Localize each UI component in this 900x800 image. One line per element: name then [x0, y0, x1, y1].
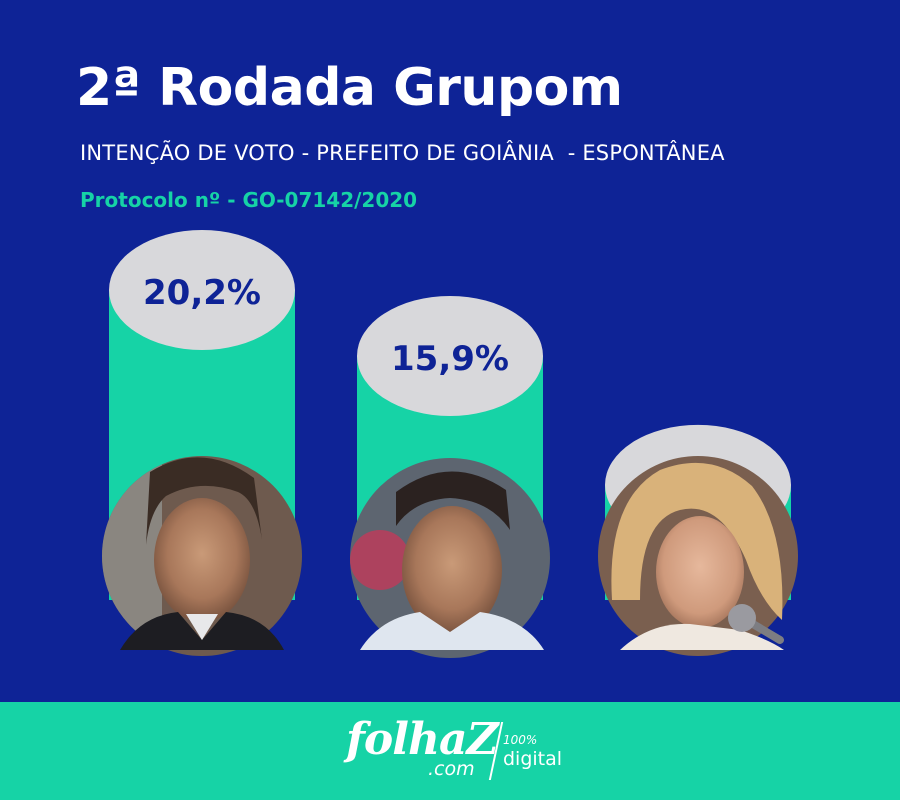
- value-label-1: 20,2%: [143, 273, 261, 313]
- candidate-photo-3: [598, 456, 798, 656]
- page-title: 2ª Rodada Grupom: [76, 58, 623, 118]
- chart-subtitle: INTENÇÃO DE VOTO - PREFEITO DE GOIÂNIA -…: [80, 141, 725, 165]
- bar-cap-1: [109, 230, 295, 350]
- value-label-2: 15,9%: [391, 339, 509, 379]
- protocol-number: Protocolo nº - GO-07142/2020: [80, 188, 418, 212]
- candidate-photo-2: [350, 458, 550, 658]
- folhaz-logo: folhaZ .com 100% digital: [346, 718, 566, 784]
- footer-band: [0, 702, 900, 800]
- logo-com: .com: [428, 758, 475, 780]
- logo-digital: digital: [503, 748, 563, 770]
- candidate-photos: [102, 456, 798, 658]
- logo-wordmark: folhaZ: [346, 714, 499, 765]
- candidate-photo-1: [102, 456, 302, 656]
- logo-100: 100%: [503, 733, 538, 747]
- bar-cap-2: [357, 295, 543, 416]
